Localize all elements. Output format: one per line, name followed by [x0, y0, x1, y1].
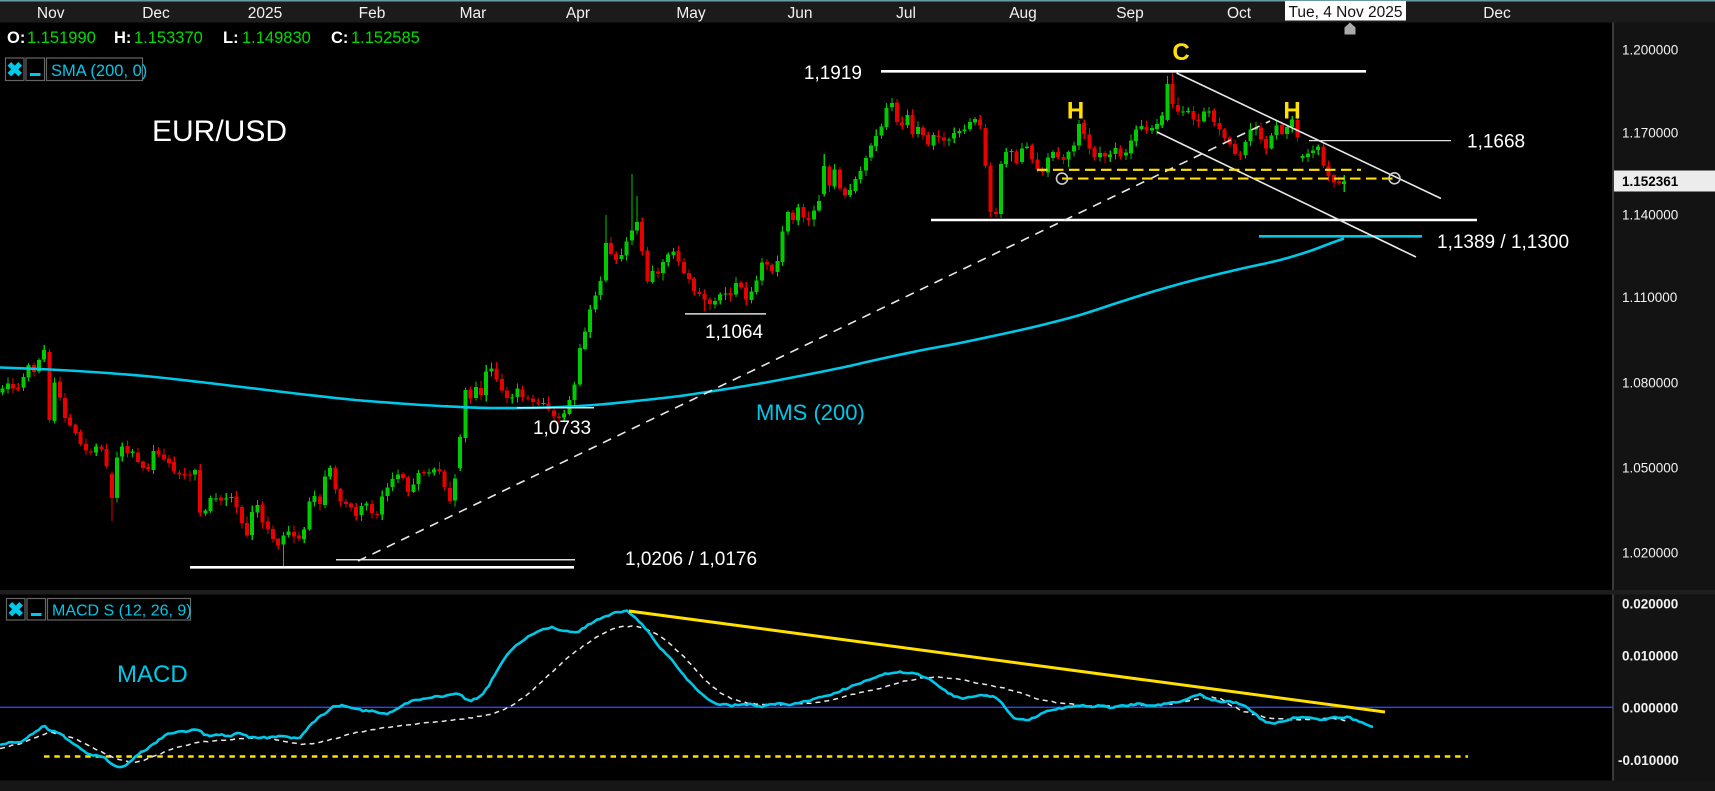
svg-text:Nov: Nov: [37, 5, 65, 22]
svg-text:Mar: Mar: [460, 5, 487, 22]
svg-text:1.050000: 1.050000: [1622, 461, 1678, 476]
svg-text:1.153370: 1.153370: [134, 29, 203, 47]
svg-text:0.010000: 0.010000: [1622, 649, 1678, 664]
svg-text:2025: 2025: [248, 5, 282, 22]
svg-text:SMA (200, 0): SMA (200, 0): [51, 62, 147, 80]
svg-text:EUR/USD: EUR/USD: [152, 115, 287, 148]
svg-text:0.020000: 0.020000: [1622, 597, 1678, 612]
svg-text:Jun: Jun: [788, 5, 813, 22]
svg-text:0.000000: 0.000000: [1622, 701, 1678, 716]
svg-text:1.080000: 1.080000: [1622, 376, 1678, 391]
svg-text:1.152585: 1.152585: [351, 29, 420, 47]
svg-text:Tue, 4 Nov 2025: Tue, 4 Nov 2025: [1288, 4, 1402, 21]
svg-text:O:: O:: [7, 29, 25, 47]
svg-text:C: C: [1172, 39, 1189, 66]
svg-text:1,0733: 1,0733: [533, 418, 591, 439]
svg-text:✖: ✖: [7, 600, 24, 622]
svg-text:1.200000: 1.200000: [1622, 43, 1678, 58]
svg-text:C:: C:: [331, 29, 348, 47]
svg-text:Dec: Dec: [142, 5, 170, 22]
svg-text:1.149830: 1.149830: [242, 29, 311, 47]
svg-text:H: H: [1067, 98, 1084, 125]
svg-text:H: H: [1283, 98, 1300, 125]
svg-text:Dec: Dec: [1483, 5, 1511, 22]
svg-text:Apr: Apr: [566, 5, 590, 22]
svg-text:1,1919: 1,1919: [804, 63, 862, 84]
svg-text:Sep: Sep: [1116, 5, 1144, 22]
svg-text:L:: L:: [223, 29, 239, 47]
svg-text:1.152361: 1.152361: [1622, 174, 1679, 189]
svg-text:1.020000: 1.020000: [1622, 546, 1678, 561]
svg-text:-0.010000: -0.010000: [1618, 753, 1679, 768]
svg-text:1,0206 / 1,0176: 1,0206 / 1,0176: [625, 549, 757, 570]
svg-text:1,1389 / 1,1300: 1,1389 / 1,1300: [1437, 232, 1569, 253]
svg-text:1,1668: 1,1668: [1467, 132, 1525, 153]
svg-text:MACD S (12, 26, 9): MACD S (12, 26, 9): [52, 603, 192, 620]
svg-text:MMS (200): MMS (200): [756, 400, 865, 425]
svg-text:1.151990: 1.151990: [27, 29, 96, 47]
svg-text:Aug: Aug: [1009, 5, 1037, 22]
svg-text:1.140000: 1.140000: [1622, 208, 1678, 223]
svg-text:May: May: [676, 5, 706, 22]
svg-text:1,1064: 1,1064: [705, 322, 764, 343]
svg-text:1.170000: 1.170000: [1622, 126, 1678, 141]
svg-text:1.110000: 1.110000: [1622, 290, 1677, 305]
svg-text:H:: H:: [114, 29, 131, 47]
svg-text:Oct: Oct: [1227, 5, 1252, 22]
svg-text:✖: ✖: [6, 60, 23, 82]
svg-text:Jul: Jul: [896, 5, 916, 22]
svg-text:MACD: MACD: [117, 661, 188, 688]
svg-text:Feb: Feb: [359, 5, 386, 22]
